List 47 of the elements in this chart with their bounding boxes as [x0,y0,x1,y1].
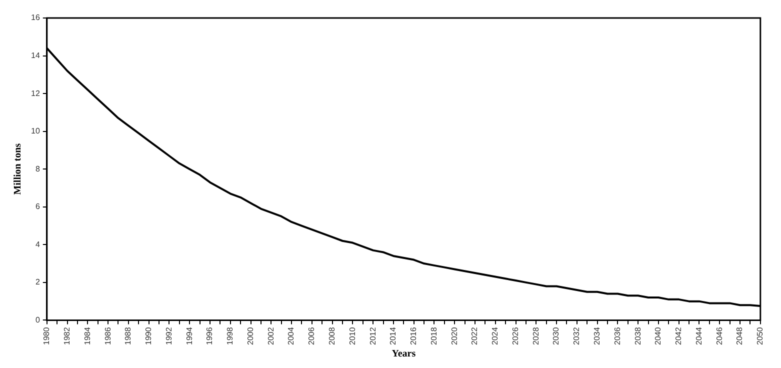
x-tick-label: 2024 [490,326,500,345]
x-tick-label: 2026 [510,326,520,345]
x-tick-label: 2042 [674,326,684,345]
x-tick-label: 2044 [694,326,704,345]
x-tick-label: 2014 [388,326,398,345]
x-tick-label: 1984 [82,326,92,345]
x-tick-label: 2018 [429,326,438,345]
x-tick-label: 2046 [714,326,724,345]
x-tick-label: 1990 [144,326,154,345]
x-tick-label: 2034 [592,326,602,345]
x-tick-label: 2010 [348,326,357,345]
x-tick-label: 2002 [266,326,276,345]
y-tick-label: 2 [35,278,40,287]
x-tick-label: 2038 [633,326,642,345]
x-tick-label: 1988 [124,326,133,345]
x-axis-title: Years [392,348,416,360]
x-tick-label: 2020 [450,326,459,345]
x-tick-label: 2004 [286,326,296,345]
x-tick-label: 1998 [226,326,235,345]
x-tick-label: 2040 [654,326,663,345]
x-tick-label: 1982 [62,326,72,345]
x-tick-label: 2000 [246,326,255,345]
x-tick-label: 1996 [205,326,214,345]
x-tick-label: 2012 [368,326,378,345]
x-tick-label: 1980 [42,326,52,345]
y-tick-label: 0 [35,315,40,324]
y-tick-label: 14 [30,50,40,60]
x-tick-label: 1994 [184,326,194,345]
y-tick-label: 10 [30,126,40,136]
x-tick-label: 2032 [572,326,582,345]
x-tick-label: 2022 [470,326,480,345]
x-tick-label: 1992 [164,326,174,345]
y-tick-label: 4 [35,240,40,249]
y-tick-label: 8 [35,164,40,174]
x-tick-label: 2050 [756,326,765,345]
y-axis-title: Million tons [12,143,24,195]
y-tick-label: 6 [35,202,40,212]
y-tick-label: 12 [30,88,40,98]
x-tick-label: 2048 [735,326,744,345]
x-tick-label: 2016 [409,326,418,345]
x-tick-label: 1986 [103,326,112,345]
x-tick-label: 2008 [328,326,336,345]
y-tick-label: 16 [30,13,40,22]
x-tick-label: 2030 [552,326,561,345]
x-tick-label: 2028 [531,326,540,345]
x-tick-label: 2036 [612,326,622,345]
x-tick-label: 2006 [307,326,316,345]
